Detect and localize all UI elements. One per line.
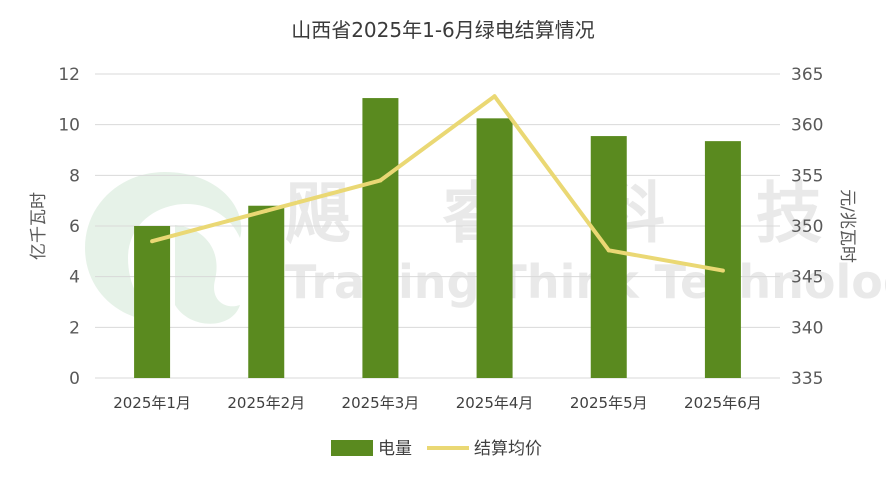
legend-label-bar: 电量 <box>378 439 412 459</box>
x-tick-label: 2025年4月 <box>456 394 534 412</box>
left-tick-label: 12 <box>58 65 80 85</box>
right-tick-label: 345 <box>791 268 823 288</box>
x-tick-label: 2025年2月 <box>227 394 305 412</box>
bar <box>704 141 741 378</box>
left-tick-label: 6 <box>69 217 80 237</box>
x-tick-label: 2025年1月 <box>113 394 191 412</box>
legend-swatch-bar <box>331 440 373 456</box>
right-tick-label: 360 <box>791 116 823 136</box>
right-axis-ticks: 335 340 345 350 355 360 365 <box>791 65 823 389</box>
right-tick-label: 350 <box>791 217 823 237</box>
legend-label-line: 结算均价 <box>474 439 542 459</box>
left-tick-label: 0 <box>69 369 80 389</box>
line-point <box>150 239 155 244</box>
right-tick-label: 355 <box>791 166 823 186</box>
right-axis-title: 元/兆瓦时 <box>837 189 857 263</box>
x-tick-label: 2025年5月 <box>570 394 648 412</box>
gridlines <box>95 73 780 379</box>
left-tick-label: 2 <box>69 318 80 338</box>
legend: 电量 结算均价 <box>331 439 542 459</box>
left-tick-label: 8 <box>69 166 80 186</box>
bar <box>590 136 627 378</box>
right-tick-label: 335 <box>791 369 823 389</box>
bar <box>362 98 399 379</box>
line-point <box>378 178 383 183</box>
left-tick-label: 10 <box>58 116 80 136</box>
watermark-logo <box>85 172 242 322</box>
line-point <box>720 268 725 273</box>
bar-series <box>134 98 741 379</box>
series-line <box>151 94 724 273</box>
bar <box>476 118 513 378</box>
left-tick-label: 4 <box>69 268 80 288</box>
line-point <box>492 94 497 99</box>
x-tick-label: 2025年3月 <box>342 394 420 412</box>
right-tick-label: 340 <box>791 318 823 338</box>
x-axis-ticks: 2025年1月 2025年2月 2025年3月 2025年4月 2025年5月 2025年… <box>113 394 762 412</box>
bar <box>248 205 285 378</box>
watermark-logo-tail <box>175 225 240 324</box>
line-point <box>264 208 269 213</box>
left-axis-title: 亿千瓦时 <box>29 192 49 260</box>
line-series <box>150 94 725 273</box>
right-tick-label: 365 <box>791 65 823 85</box>
x-tick-label: 2025年6月 <box>684 394 762 412</box>
bar <box>134 226 171 378</box>
chart-title: 山西省2025年1-6月绿电结算情况 <box>291 18 595 42</box>
line-point <box>606 248 611 253</box>
left-axis-ticks: 0 2 4 6 8 10 12 <box>58 65 80 389</box>
